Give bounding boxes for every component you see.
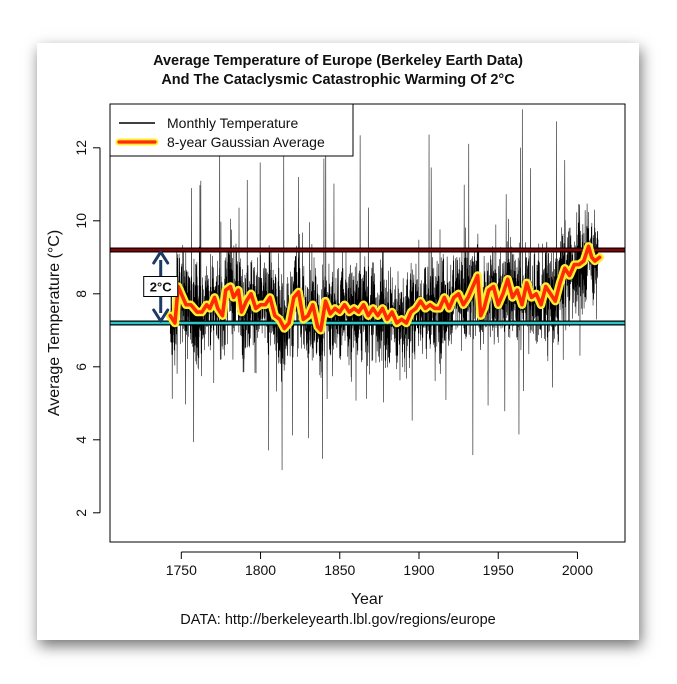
data-source: DATA: http://berkeleyearth.lbl.gov/regio… bbox=[180, 612, 496, 628]
annotation-label-box bbox=[143, 276, 179, 297]
x-tick-label: 1850 bbox=[324, 562, 355, 578]
x-axis: 1750 1800 1850 1900 1950 2000 bbox=[166, 551, 593, 578]
chart-svg: 1750 1800 1850 1900 1950 2000 2 4 6 8 10 12 Year A… bbox=[46, 103, 626, 608]
gaussian-average-series bbox=[165, 242, 604, 335]
chart-title: Average Temperature of Europe (Berkeley … bbox=[37, 52, 639, 90]
title-line-1: Average Temperature of Europe (Berkeley … bbox=[153, 53, 523, 69]
y-tick-label: 12 bbox=[73, 140, 89, 156]
title-line-2: And The Cataclysmic Catastrophic Warming… bbox=[161, 72, 515, 88]
reference-lines bbox=[110, 247, 625, 326]
average-line bbox=[168, 244, 602, 333]
x-tick-label: 2000 bbox=[562, 562, 593, 578]
x-tick-label: 1900 bbox=[403, 562, 434, 578]
y-tick-label: 2 bbox=[73, 509, 89, 517]
chart-card: Average Temperature of Europe (Berkeley … bbox=[37, 43, 639, 640]
annotation-arrowhead-up-icon bbox=[152, 250, 170, 265]
two-degree-annotation: 2°C bbox=[143, 250, 179, 323]
y-tick-label: 6 bbox=[73, 363, 89, 371]
x-tick-label: 1750 bbox=[166, 562, 197, 578]
legend-label-monthly: Monthly Temperature bbox=[167, 115, 298, 131]
y-axis-label: Average Temperature (°C) bbox=[46, 230, 63, 416]
legend-label-average: 8-year Gaussian Average bbox=[167, 134, 325, 150]
legend-box bbox=[109, 103, 354, 157]
y-tick-label: 4 bbox=[73, 436, 89, 444]
legend: Monthly Temperature 8-year Gaussian Aver… bbox=[109, 103, 354, 157]
plot-frame bbox=[109, 103, 626, 543]
annotation-label: 2°C bbox=[150, 280, 172, 295]
y-tick-label: 8 bbox=[73, 290, 89, 298]
x-tick-label: 1800 bbox=[245, 562, 276, 578]
y-axis: 2 4 6 8 10 12 bbox=[73, 140, 101, 517]
x-axis-label: Year bbox=[351, 591, 384, 608]
annotation-arrowhead-down-icon bbox=[152, 308, 170, 323]
y-tick-label: 10 bbox=[73, 213, 89, 229]
x-tick-label: 1950 bbox=[483, 562, 514, 578]
